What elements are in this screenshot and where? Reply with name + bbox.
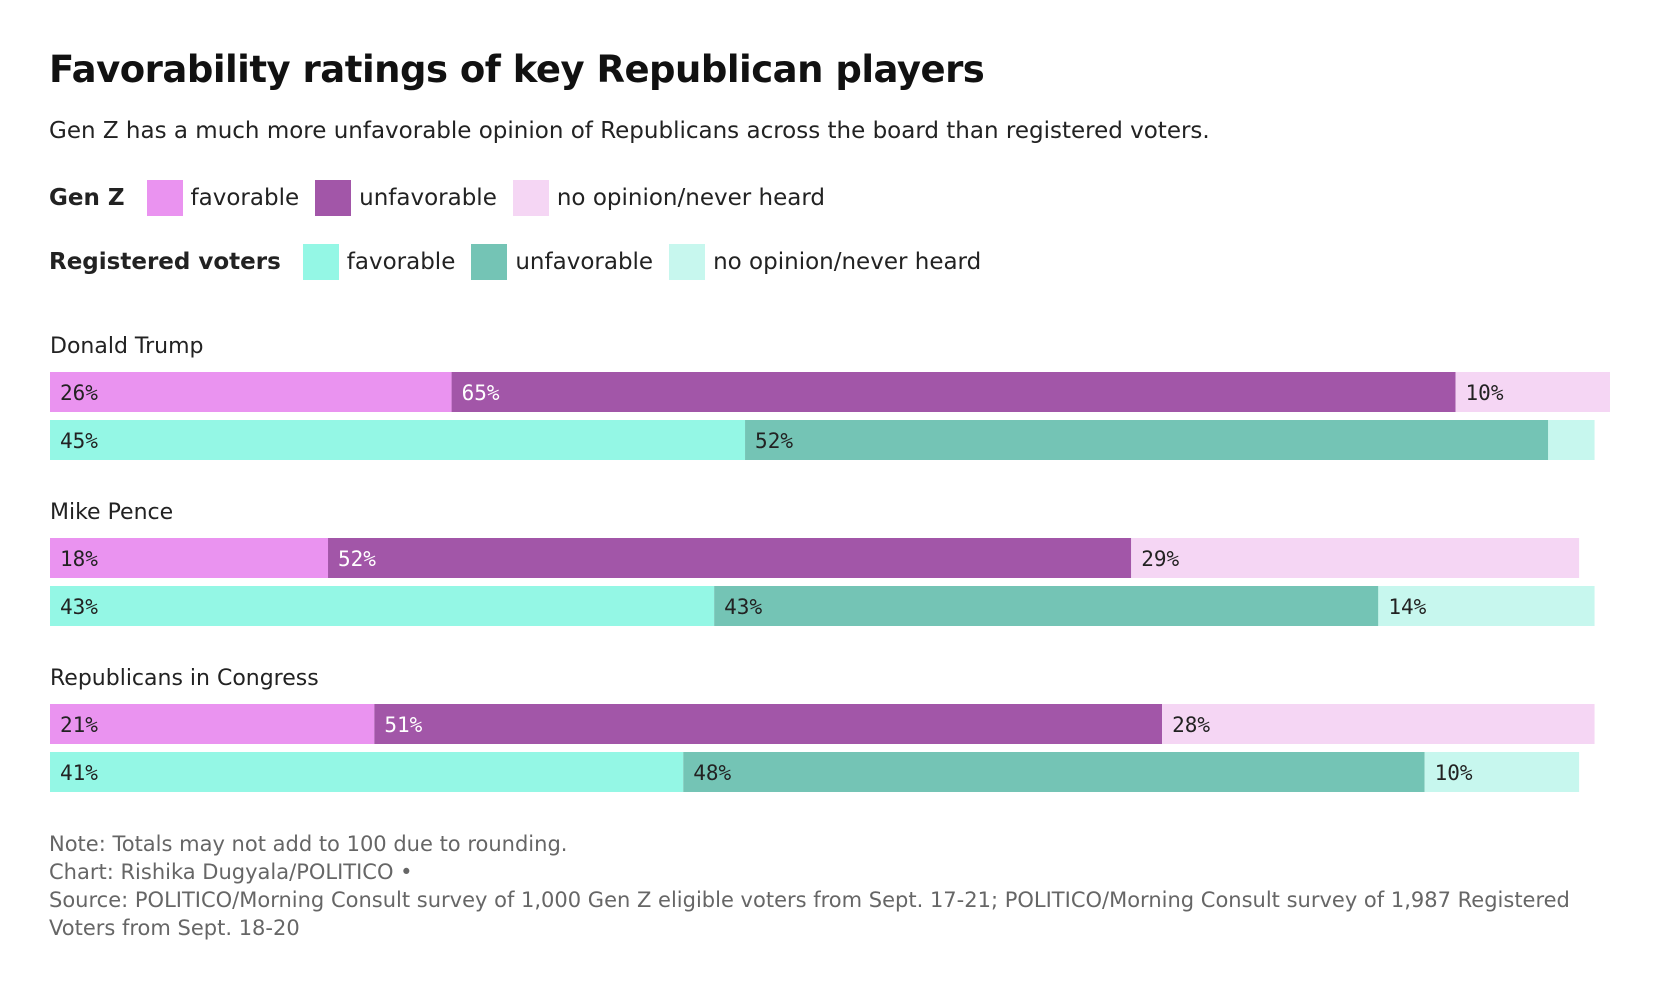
bar-segment — [328, 538, 1132, 578]
category-label: Republicans in Congress — [50, 666, 319, 691]
bar-value-label: 43% — [60, 595, 98, 619]
bar-segment — [1548, 420, 1595, 460]
bar-segment — [50, 586, 715, 626]
bar-segment — [1131, 538, 1580, 578]
bar-segment — [50, 704, 375, 744]
bar-segment — [50, 372, 452, 412]
legend-swatch-genz-no-opinion — [512, 180, 549, 216]
legend-rv: Registered voters favorable unfavorable … — [49, 242, 1609, 282]
bar-segment — [1424, 752, 1580, 792]
legend-swatch-rv-unfavorable — [471, 244, 508, 280]
category-label: Mike Pence — [50, 500, 173, 525]
bar-value-label: 29% — [1141, 547, 1179, 571]
bar-segment — [714, 586, 1379, 626]
bar-segment — [50, 538, 329, 578]
bar-value-label: 48% — [693, 761, 731, 785]
bar-segment — [683, 752, 1425, 792]
category-label: Donald Trump — [50, 334, 203, 359]
legend-swatch-rv-no-opinion — [669, 244, 706, 280]
legend-rv-title: Registered voters — [49, 249, 281, 275]
chart-title: Favorability ratings of key Republican p… — [49, 48, 985, 91]
bar-value-label: 26% — [60, 381, 98, 405]
legend-label-genz-unfavorable: unfavorable — [359, 185, 497, 211]
bar-value-label: 43% — [724, 595, 762, 619]
legend-label-genz-favorable: favorable — [190, 185, 300, 211]
legend-genz-title: Gen Z — [49, 185, 125, 211]
bar-value-label: 65% — [462, 381, 500, 405]
bar-segment — [1455, 372, 1610, 412]
bar-value-label: 10% — [1435, 761, 1473, 785]
bar-value-label: 52% — [338, 547, 376, 571]
bar-value-label: 51% — [384, 713, 422, 737]
bar-value-label: 14% — [1388, 595, 1426, 619]
bar-value-label: 45% — [60, 429, 98, 453]
legend-label-rv-favorable: favorable — [346, 249, 456, 275]
bar-value-label: 52% — [755, 429, 793, 453]
bar-segment — [451, 372, 1456, 412]
bar-segment — [50, 420, 746, 460]
legend-label-rv-unfavorable: unfavorable — [515, 249, 654, 275]
bar-value-label: 41% — [60, 761, 98, 785]
legend-swatch-genz-favorable — [146, 180, 183, 216]
bar-segment — [50, 752, 684, 792]
chart-header: Favorability ratings of key Republican p… — [49, 40, 1609, 282]
legend-label-genz-no-opinion: no opinion/never heard — [556, 185, 825, 211]
footer-credit: Chart: Rishika Dugyala/POLITICO • — [49, 860, 413, 884]
bar-value-label: 18% — [60, 547, 98, 571]
legend-swatch-rv-favorable — [302, 244, 339, 280]
legend-label-rv-no-opinion: no opinion/never heard — [713, 249, 982, 275]
bar-segment — [374, 704, 1163, 744]
bar-segment — [1162, 704, 1595, 744]
bar-value-label: 21% — [60, 713, 98, 737]
stacked-bar-chart: Donald Trump 26% 65% 10% 45% 52% Mike Pence 18%… — [50, 334, 1610, 792]
chart-subtitle: Gen Z has a much more unfavorable opinio… — [49, 118, 1210, 144]
footer-note: Note: Totals may not add to 100 due to r… — [49, 832, 568, 856]
footer-source: Source: POLITICO/Morning Consult survey … — [49, 888, 1570, 940]
bar-segment — [1378, 586, 1595, 626]
legend-swatch-genz-unfavorable — [315, 180, 352, 216]
chart-footer: Note: Totals may not add to 100 due to r… — [49, 830, 1609, 942]
bar-value-label: 28% — [1172, 713, 1210, 737]
bar-segment — [745, 420, 1549, 460]
legend-genz: Gen Z favorable unfavorable no opinion/n… — [49, 178, 1609, 218]
bar-value-label: 10% — [1466, 381, 1504, 405]
